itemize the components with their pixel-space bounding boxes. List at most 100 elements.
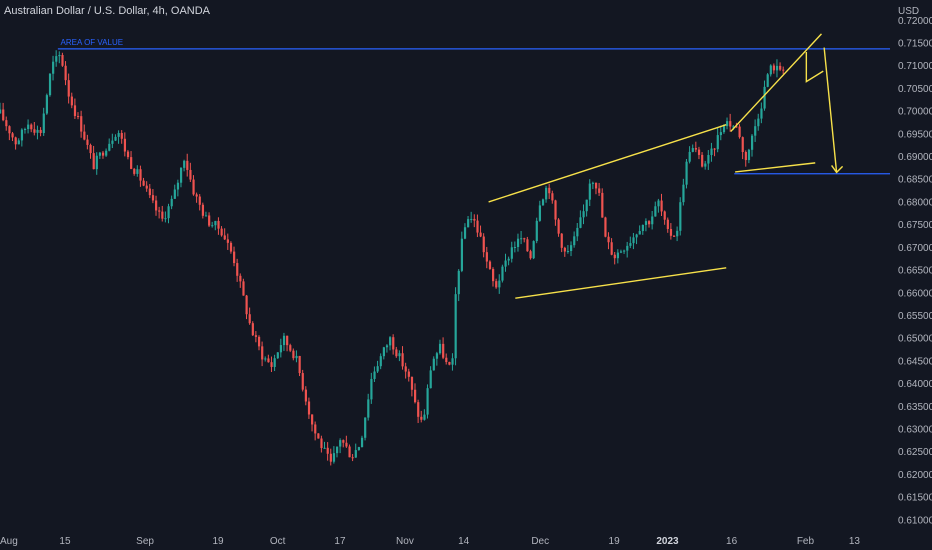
candle-body [594,182,598,189]
candle-body [292,350,295,359]
candle-body [176,182,180,190]
candle-body [616,252,620,259]
candle-body [520,238,523,240]
candle-body [744,152,747,161]
candle-body [729,121,732,127]
candle-body [666,219,669,229]
candle-body [560,233,563,248]
candle-body [529,251,532,259]
candle-body [73,105,77,117]
candle-body [382,347,385,357]
candle-body [641,224,644,232]
candle-body [679,202,682,231]
candle-body [704,163,707,167]
candle-body [610,242,613,255]
candle-body [27,124,30,130]
candle-body [532,241,535,259]
candle-body [270,362,273,367]
candle-body [442,343,445,358]
price-tick-label: 0.72000 [898,16,932,27]
time-tick-label: Feb [797,536,815,547]
candle-body [223,235,226,240]
candle-body [295,355,298,359]
candle-body [538,205,542,221]
time-tick-label: Sep [136,536,154,547]
candle-body [61,55,64,66]
price-tick-label: 0.63500 [898,402,932,413]
candle-body [186,160,189,170]
candle-body [236,263,239,276]
candle-body [585,199,588,212]
time-tick-label: Oct [270,536,286,547]
price-tick-label: 0.68000 [898,197,932,208]
candle-body [42,113,45,134]
candle-body [438,343,442,354]
price-axis-unit: USD [898,6,919,17]
candle-body [623,250,626,252]
price-tick-label: 0.69500 [898,129,932,140]
candle-body [463,227,467,239]
candle-body [460,238,464,271]
candle-body [264,358,267,360]
candle-body [67,80,70,97]
candle-body [52,61,55,74]
candle-body [335,446,339,454]
candle-body [454,294,457,359]
candle-body [404,366,407,372]
candle-body [576,227,579,237]
candle-body [541,199,545,206]
candle-body [385,345,389,348]
candle-body [36,129,39,133]
candle-body [582,211,585,218]
wedge-upper-line [730,33,822,133]
candle-body [360,437,364,448]
projection-arrow-head [831,165,844,174]
candle-body [158,210,161,212]
candle-body [289,345,292,351]
candle-body [307,401,311,415]
candle-body [114,136,117,141]
candle-body [389,337,392,346]
candle-body [14,137,17,145]
candle-body [155,200,158,211]
price-tick-label: 0.65500 [898,311,932,322]
price-tick-label: 0.67000 [898,243,932,254]
candle-body [261,346,264,360]
candle-body [183,160,186,168]
candle-body [0,109,2,114]
candle-body [510,247,513,259]
candle-body [769,65,772,75]
candle-body [448,362,451,365]
symbol-title: Australian Dollar / U.S. Dollar, 4h, OAN… [4,5,211,17]
candle-body [401,353,404,367]
candle-body [579,217,582,228]
candle-body [782,69,785,71]
candle-body [467,219,470,228]
candle-body [669,228,673,236]
candle-body [80,116,83,132]
candle-body [214,220,217,226]
candle-body [417,402,420,417]
candle-body [86,139,89,145]
candle-body [722,126,726,133]
candle-body [98,152,102,156]
time-tick-label: 13 [849,536,861,547]
candle-body [276,352,279,359]
candle-body [120,132,123,139]
candle-body [523,238,526,240]
price-tick-label: 0.65000 [898,334,932,345]
candle-body [17,140,20,145]
candle-body [273,358,276,367]
candle-body [70,96,73,106]
candle-body [173,189,176,199]
candle-body [248,314,251,324]
candle-body [694,148,698,150]
candle-body [719,132,722,136]
candle-body [108,143,111,151]
candle-body [688,151,691,162]
candle-body [329,453,332,462]
candle-body [488,261,492,269]
candle-body [23,129,27,131]
